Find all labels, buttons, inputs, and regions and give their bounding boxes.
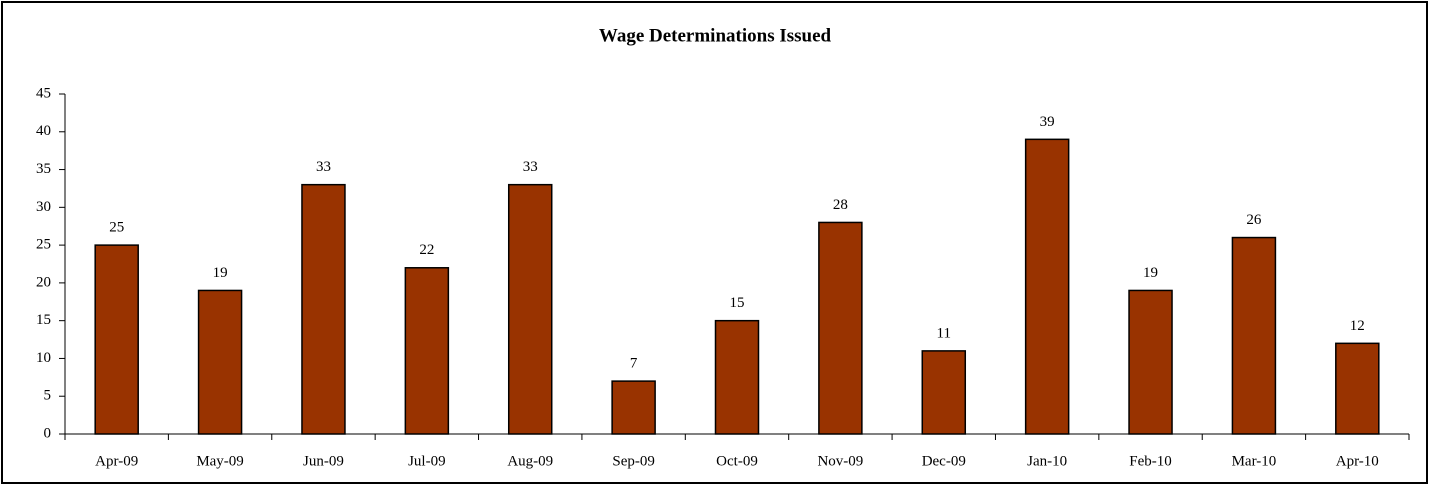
y-tick-label: 40 [36,123,51,139]
data-label: 7 [630,356,638,372]
x-tick-label: Oct-09 [716,453,758,469]
data-label: 19 [1143,265,1158,281]
x-tick-label: Apr-09 [95,453,138,469]
y-tick-label: 0 [44,425,52,441]
y-tick-label: 25 [36,237,51,253]
x-tick-label: Nov-09 [817,453,863,469]
data-label: 12 [1350,318,1365,334]
y-tick-label: 5 [44,388,52,404]
bar [197,289,243,435]
bar [94,244,139,435]
data-label: 15 [730,295,745,311]
bar [301,183,346,435]
x-tick-label: Aug-09 [507,453,553,469]
x-tick-label: Sep-09 [612,453,655,469]
bar [1231,236,1277,435]
data-label: 33 [316,159,331,175]
x-tick-label: Dec-09 [922,453,966,469]
data-label: 19 [213,265,228,281]
x-tick-label: May-09 [196,453,244,469]
x-tick-label: Jun-09 [303,453,344,469]
data-label: 11 [937,325,951,341]
bar [1128,289,1173,435]
data-label: 25 [109,220,124,236]
x-tick-label: Jul-09 [408,453,446,469]
bar [1335,342,1380,435]
x-tick-label: Jan-10 [1027,453,1067,469]
y-tick-label: 35 [36,161,51,177]
y-tick-label: 45 [36,85,51,101]
data-label: 33 [523,159,538,175]
bar [1024,138,1070,435]
chart-title: Wage Determinations Issued [599,25,832,46]
y-tick-label: 20 [36,274,51,290]
bar [818,221,863,435]
bar [921,350,967,435]
bar [714,319,760,435]
data-label: 22 [419,242,434,258]
y-tick-label: 15 [36,312,51,328]
data-label: 39 [1040,114,1055,130]
x-tick-label: Apr-10 [1336,453,1379,469]
x-tick-label: Mar-10 [1232,453,1277,469]
bar [611,380,656,435]
y-tick-label: 10 [36,350,51,366]
bar [507,183,553,435]
data-label: 26 [1246,212,1262,228]
data-label: 28 [833,197,848,213]
y-tick-label: 30 [36,199,51,215]
bar [404,267,450,435]
x-tick-label: Feb-10 [1129,453,1172,469]
